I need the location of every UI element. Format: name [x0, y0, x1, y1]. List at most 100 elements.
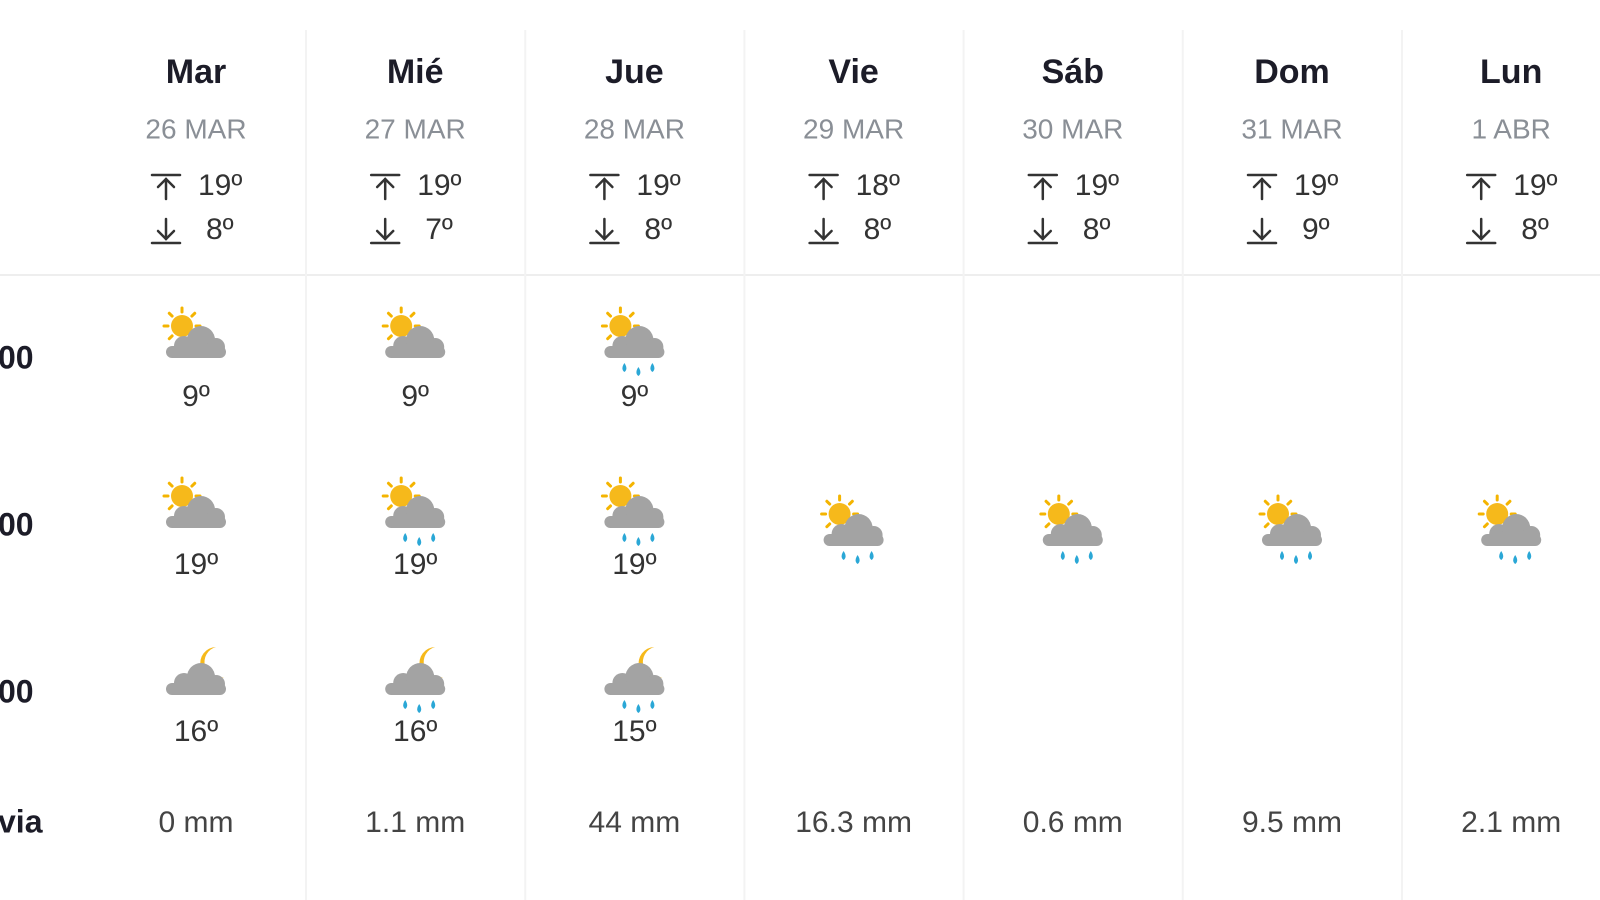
day-date: 28 MAR: [584, 113, 685, 144]
rain-drop: [869, 551, 874, 560]
min-temp: 8º: [644, 213, 672, 246]
min-icon: [150, 217, 182, 245]
weather-icon: [1039, 494, 1103, 564]
sun: [1486, 503, 1509, 525]
head: [1252, 229, 1272, 241]
cloud-part: [385, 683, 446, 695]
head: [595, 229, 614, 241]
max-icon: [808, 173, 839, 201]
sun-ray: [1286, 499, 1293, 506]
weather-icon: [1258, 494, 1322, 564]
sun-ray: [1263, 522, 1270, 529]
weather-icon: [162, 476, 226, 528]
period-temp: 19º: [174, 548, 218, 581]
period-temp: 19º: [393, 548, 437, 581]
rain-drop: [1074, 555, 1079, 564]
head: [1471, 229, 1491, 241]
sun-ray: [606, 311, 613, 318]
max-temp: 19º: [1294, 169, 1338, 202]
sun: [171, 485, 193, 507]
max-icon: [150, 173, 182, 201]
sun-ray: [190, 481, 197, 488]
sun-ray: [1482, 499, 1489, 506]
day-name: Lun: [1480, 53, 1542, 91]
period-temp: 16º: [393, 715, 437, 748]
rain-drop: [855, 555, 860, 564]
cloud-part: [604, 683, 665, 695]
max-temp: 19º: [1513, 169, 1557, 202]
sun-ray: [606, 504, 613, 511]
sun-ray: [167, 504, 174, 511]
min-temp: 8º: [1521, 213, 1549, 246]
sun-ray: [606, 481, 613, 488]
sun-ray: [386, 334, 393, 341]
head: [375, 229, 395, 241]
head: [156, 177, 176, 189]
day-date: 30 MAR: [1022, 113, 1123, 144]
period-temp: 9º: [401, 380, 429, 413]
head: [375, 177, 395, 189]
rain-drop: [636, 537, 641, 546]
sun-ray: [167, 311, 174, 318]
min-temp: 7º: [425, 213, 453, 246]
min-icon: [1465, 217, 1497, 245]
row-label: 00: [0, 506, 34, 542]
day-name: Dom: [1254, 53, 1330, 91]
head: [1033, 177, 1053, 189]
row-label: 00: [0, 673, 34, 709]
max-temp: 19º: [417, 169, 461, 202]
sun-ray: [628, 481, 635, 488]
row-label: via: [0, 803, 43, 839]
rain-amount: 2.1 mm: [1461, 806, 1561, 839]
sun-ray: [190, 311, 197, 318]
rain-drop: [650, 533, 655, 542]
rain-amount: 1.1 mm: [365, 806, 465, 839]
cloud-part: [1481, 534, 1542, 546]
min-icon: [589, 217, 620, 245]
sun: [1047, 503, 1070, 525]
sun-ray: [1044, 522, 1051, 529]
day-date: 31 MAR: [1241, 113, 1342, 144]
sun-ray: [386, 504, 393, 511]
weather-icon: [162, 306, 226, 358]
sun: [609, 315, 632, 337]
rain-drop: [1499, 551, 1504, 560]
weather-icon: [381, 476, 446, 546]
sun-ray: [1263, 499, 1270, 506]
cloud-part: [166, 683, 226, 695]
rain-drop: [622, 700, 627, 709]
sun-ray: [167, 481, 174, 488]
cloud-part: [385, 516, 446, 528]
max-temp: 19º: [636, 169, 680, 202]
cloud-part: [604, 516, 665, 528]
rain-drop: [622, 533, 627, 542]
day-date: 27 MAR: [365, 113, 466, 144]
sun: [390, 315, 413, 337]
rain-drop: [403, 533, 408, 542]
max-icon: [369, 173, 401, 201]
sun-ray: [825, 522, 832, 529]
min-icon: [1027, 217, 1059, 245]
sun: [828, 503, 851, 525]
head: [1033, 229, 1053, 241]
rain-drop: [417, 704, 422, 713]
cloud-part: [385, 346, 446, 358]
rain-drop: [403, 700, 408, 709]
row-label: 00: [0, 339, 34, 375]
sun-ray: [606, 334, 613, 341]
rain-amount: 0 mm: [159, 806, 234, 839]
rain-drop: [622, 363, 627, 372]
day-date: 26 MAR: [145, 113, 246, 144]
period-temp: 15º: [612, 715, 656, 748]
max-temp: 18º: [856, 169, 900, 202]
period-temp: 9º: [621, 380, 649, 413]
period-temp: 19º: [612, 548, 656, 581]
cloud-part: [1042, 534, 1103, 546]
rain-drop: [1308, 551, 1312, 560]
sun-ray: [1505, 499, 1512, 506]
rain-drop: [1527, 551, 1532, 560]
head: [814, 177, 833, 189]
max-temp: 19º: [1075, 169, 1119, 202]
